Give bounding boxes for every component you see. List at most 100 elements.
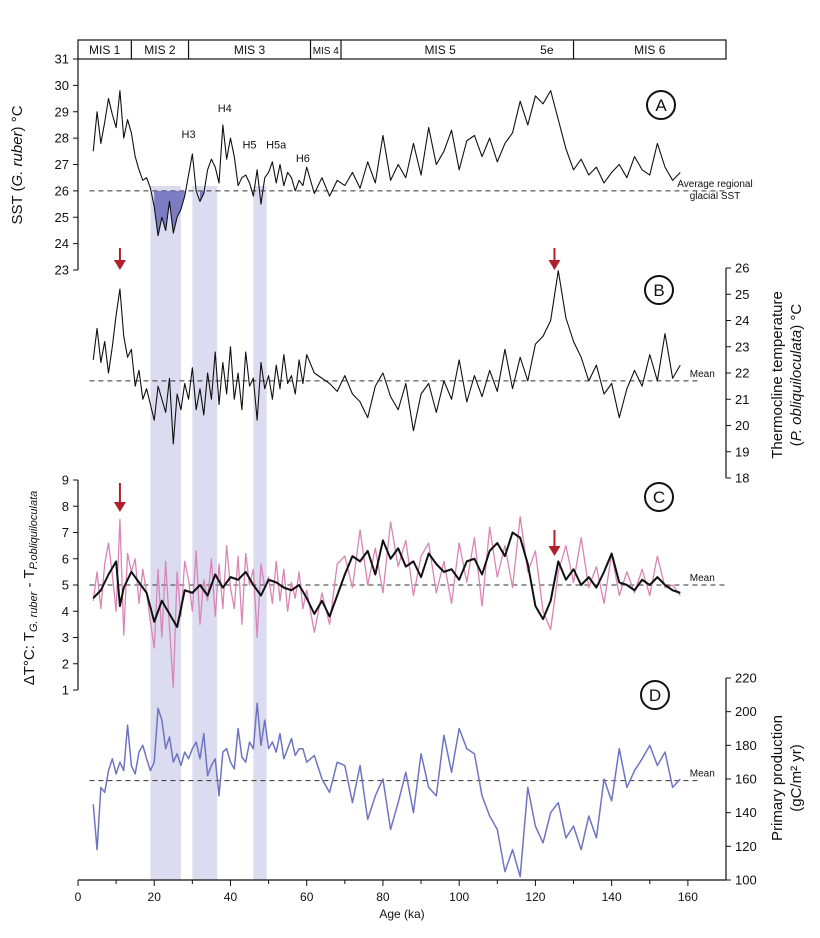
y-tick-label: 6 [62,551,69,566]
y-tick-label: 5 [62,578,69,593]
mis-stage-bar: MIS 1 MIS 2 MIS 3 MIS 4 MIS 5 MIS 6 5e [77,39,727,60]
y-tick-label: 21 [735,392,749,407]
y-tick-label: 140 [735,805,757,820]
y-axis-title-part: ( [788,441,805,446]
shaded-intervals [150,186,267,880]
y-tick-label: 18 [735,471,749,486]
x-axis-title: Age (ka) [379,907,424,921]
y-tick-label: 23 [55,263,69,278]
panel-badge [644,482,674,512]
y-tick-label: 29 [55,104,69,119]
y-tick-label: 220 [735,671,757,686]
series-line-c-smoothed [92,531,681,628]
panel-C: 1 2 3 4 5 6 7 8 9 Mean C ΔT°C: TG. ruber - TP.obliq… [21,473,726,698]
y-axis-title-part: - T [21,569,38,591]
x-tick-label: 0 [75,890,82,904]
y-tick-label: 31 [55,52,69,67]
reference-line-label: glacial SST [690,191,741,202]
arrow-head [548,260,561,270]
y-tick-label: 3 [62,630,69,645]
y-tick-label: 24 [735,313,749,328]
panel-letter: A [655,96,667,115]
event-label: H5 [242,140,256,152]
y-axis-title: SST (G. ruber) °C [9,105,26,224]
x-tick-label: 60 [300,890,314,904]
y-axis-title-part: ) °C [788,304,805,330]
reference-line-label: Mean [690,769,715,780]
red-arrow [548,530,561,556]
red-arrow [548,248,561,270]
y-tick-label: 23 [735,339,749,354]
mis-stage-label: MIS 4 [313,46,340,57]
y-tick-label: 4 [62,604,69,619]
y-axis-title-line2: (P. obliquiloculata) °C [788,304,805,447]
reference-line-label: Average regional [677,179,752,190]
y-tick-label: 22 [735,366,749,381]
event-label: H3 [182,129,196,141]
series-line-d [92,702,681,878]
series-line-b [92,270,681,445]
red-arrow [113,483,126,512]
y-axis-title-part: P. obliquiloculata [788,330,805,441]
x-tick-label: 100 [449,890,469,904]
y-axis-title: ΔT°C: TG. ruber - TP.obliquiloculata [21,491,40,686]
panel-letter: D [649,686,661,705]
mis-substage-label: 5e [540,43,554,57]
y-tick-label: 27 [55,157,69,172]
y-axis-title-part: ΔT°C: T [21,632,38,685]
y-axis-title-line1: Primary production [769,715,786,841]
x-tick-label: 140 [602,890,622,904]
arrow-head [548,546,561,556]
shaded-band-1 [150,186,181,880]
panel-badge [644,275,674,305]
y-tick-label: 160 [735,772,757,787]
y-tick-label: 25 [55,210,69,225]
mis-stage-label: MIS 1 [89,43,121,57]
shaded-band-2 [192,186,218,880]
y-tick-label: 8 [62,499,69,514]
series-line-a [92,90,681,237]
panel-A: 23 24 25 26 27 28 29 30 31 Average regionalglacia… [9,52,753,278]
y-tick-label: 180 [735,738,757,753]
arrow-head [113,502,126,512]
y-axis-title-part: ) °C [9,105,26,131]
y-tick-label: 100 [735,873,757,888]
mis-stage-label: MIS 6 [634,43,666,57]
age-axis: 0 20 40 60 80 100 120 140 160 Age (ka) [75,879,726,921]
y-tick-label: 30 [55,78,69,93]
reference-line-label: Mean [690,369,715,380]
x-tick-label: 160 [678,890,698,904]
y-tick-label: 2 [62,656,69,671]
event-label: H6 [296,153,310,165]
y-axis-title-part: P.obliquiloculata [28,491,40,570]
panel-letter: B [653,281,664,300]
panel-D: 100 120 140 160 180 200 220 Mean D Primary produc… [89,671,805,888]
sst-below-average-fill [154,190,185,236]
x-tick-label: 120 [525,890,545,904]
reference-line-label: Mean [690,573,715,584]
y-tick-label: 26 [55,183,69,198]
panel-letter: C [653,488,665,507]
y-tick-label: 19 [735,444,749,459]
mis-stage-label: MIS 5 [424,43,456,57]
y-tick-label: 200 [735,704,757,719]
event-label: H5a [266,140,287,152]
y-tick-label: 28 [55,131,69,146]
arrow-head [113,260,126,270]
x-tick-label: 40 [224,890,238,904]
y-tick-label: 25 [735,287,749,302]
shaded-band-3 [253,186,267,880]
y-tick-label: 26 [735,261,749,276]
mis-bar-frame [77,39,727,60]
panel-B: 18 19 20 21 22 23 24 25 26 Mean B Thermocline tempe… [89,248,805,486]
red-arrow [113,248,126,270]
panel-badge [640,680,670,710]
x-tick-label: 20 [148,890,162,904]
y-axis-title-part: G. ruber [28,590,40,632]
y-axis-title-line2: (gC/m² yr) [788,744,805,812]
x-tick-label: 80 [376,890,390,904]
y-axis-title-part: SST ( [9,186,26,224]
mis-stage-label: MIS 2 [144,43,176,57]
y-axis-title-line1: Thermocline temperature [769,291,786,459]
